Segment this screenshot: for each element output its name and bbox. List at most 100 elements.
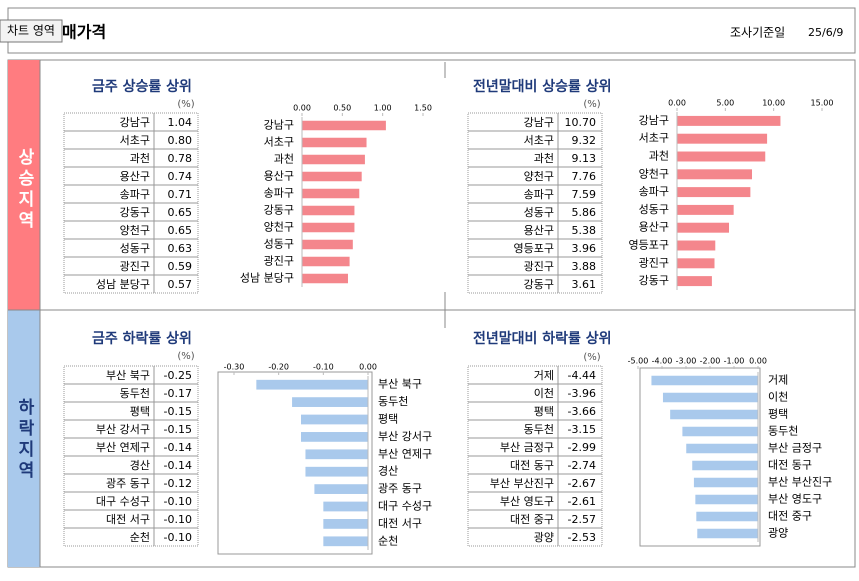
category-label: 광진구: [264, 255, 294, 268]
table-value: -0.25: [164, 369, 192, 382]
x-tick-label: 0.00: [359, 363, 377, 372]
category-label: 영등포구: [629, 239, 669, 252]
bar: [670, 409, 758, 420]
table-value: 0.65: [168, 206, 193, 219]
table-value: -2.99: [568, 441, 596, 454]
category-label: 과천: [649, 149, 669, 163]
table-name: 이천: [534, 386, 554, 400]
category-label: 광양: [768, 527, 788, 540]
table-name: 성동구: [120, 242, 150, 255]
table-value: 0.78: [168, 152, 193, 165]
x-tick-label: -4.00: [652, 357, 673, 366]
tooltip-box: [0, 19, 63, 43]
table-name: 송파구: [120, 188, 150, 201]
bar: [677, 133, 768, 144]
category-label: 서초구: [639, 132, 669, 145]
bar: [695, 494, 758, 505]
category-label: 부산 북구: [378, 378, 422, 391]
bar: [677, 240, 716, 251]
panel-title: 금주 하락률 상위: [92, 330, 192, 347]
bar: [677, 276, 712, 287]
table-cell: [557, 527, 603, 547]
table-name: 양천구: [524, 169, 554, 183]
category-label: 양천구: [264, 220, 294, 234]
table-value: -0.12: [164, 477, 192, 490]
panel-title: 금주 상승률 상위: [92, 78, 192, 95]
table-value: 0.65: [168, 224, 193, 237]
table-name: 강동구: [120, 206, 150, 219]
bar: [302, 205, 355, 216]
bar: [302, 171, 362, 182]
table-value: 0.74: [168, 170, 193, 183]
bar: [677, 169, 753, 180]
bar: [302, 120, 386, 131]
category-label: 평택: [768, 408, 788, 421]
table-value: -2.74: [568, 459, 596, 472]
table-value: -0.14: [164, 459, 192, 472]
category-label: 이천: [768, 390, 788, 404]
bar: [302, 137, 367, 148]
x-tick-label: 15.00: [811, 99, 834, 108]
category-label: 용산구: [639, 221, 669, 234]
x-tick-label: 5.00: [716, 99, 734, 108]
table-value: 3.96: [572, 242, 597, 255]
table-name: 용산구: [120, 170, 150, 183]
table-name: 대구 수성구: [96, 495, 150, 508]
title: 매가격: [62, 23, 106, 42]
table-value: -0.15: [164, 405, 192, 418]
bar: [305, 466, 368, 477]
bar: [677, 204, 734, 215]
table-value: 9.13: [572, 152, 597, 165]
bar: [292, 397, 368, 407]
table-name: 성남 분당구: [96, 278, 150, 291]
table-value: 0.59: [168, 260, 193, 273]
bar: [696, 511, 758, 522]
table-value: 0.57: [168, 278, 193, 291]
category-label: 동두천: [768, 424, 798, 438]
category-label: 순천: [378, 533, 398, 547]
x-tick-label: 10.00: [762, 99, 785, 108]
table-value: -3.66: [568, 405, 596, 418]
table-value: -2.61: [568, 495, 596, 508]
table-name: 부산 금정구: [500, 441, 554, 454]
category-label: 강동구: [639, 274, 669, 287]
category-label: 대전 서구: [378, 517, 422, 530]
bar: [662, 392, 758, 403]
unit-label: (%): [583, 99, 600, 110]
bar: [692, 460, 758, 471]
bar: [314, 484, 368, 494]
table-name: 서초구: [524, 134, 554, 147]
table-name: 광진구: [120, 260, 150, 273]
bar: [677, 222, 730, 233]
unit-label: (%): [177, 99, 194, 110]
table-name: 과천: [534, 151, 554, 165]
table-value: -0.15: [164, 423, 192, 436]
x-tick-label: 0.50: [333, 104, 351, 113]
bar: [302, 188, 360, 199]
table-name: 동두천: [120, 386, 150, 400]
bar: [697, 528, 758, 539]
table-name: 동두천: [524, 422, 554, 436]
table-value: 7.59: [572, 188, 597, 201]
section-label: 상승지역: [14, 148, 34, 232]
section-strip: [8, 310, 40, 567]
bar: [677, 187, 751, 198]
x-tick-label: -0.10: [313, 363, 334, 372]
bar: [302, 256, 350, 267]
table-value: -3.96: [568, 387, 596, 400]
category-label: 서초구: [264, 136, 294, 149]
table-name: 순천: [130, 530, 150, 544]
x-tick-label: -1.00: [724, 357, 745, 366]
x-tick-label: 1.50: [414, 104, 432, 113]
table-name: 용산구: [524, 224, 554, 237]
table-name: 강남구: [120, 116, 150, 129]
category-label: 경산: [378, 465, 398, 478]
table-name: 광주 동구: [106, 477, 150, 490]
tooltip: 차트 영역: [7, 24, 55, 38]
header-box: [7, 7, 856, 54]
bar: [677, 151, 766, 162]
table-name: 강동구: [524, 278, 554, 291]
x-tick-label: -2.00: [700, 357, 721, 366]
table-value: 3.61: [572, 278, 597, 291]
unit-label: (%): [177, 351, 194, 362]
